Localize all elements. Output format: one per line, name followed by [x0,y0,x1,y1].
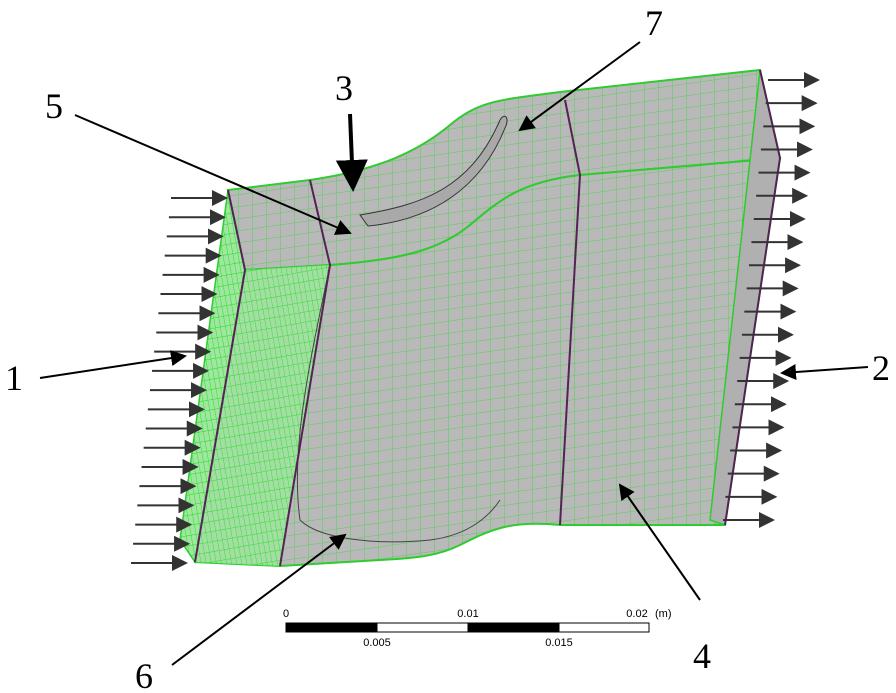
callout-label: 1 [5,358,23,398]
scale-unit: (m) [655,608,672,620]
diagram: 1 2 3 4 5 6 7 0 0.01 0.02 (m) 0.005 0.01… [0,0,896,693]
mesh-geometry [180,70,780,566]
scale-label: 0.02 [626,608,647,620]
callout-label: 6 [135,656,153,693]
scale-label: 0.015 [545,637,573,649]
scale-label: 0.005 [363,637,391,649]
callout-label: 7 [645,3,663,43]
callout-label: 2 [872,348,890,388]
scale-bar: 0 0.01 0.02 (m) 0.005 0.015 [283,608,672,649]
scale-label: 0.01 [457,608,478,620]
callout-label: 5 [45,86,63,126]
callout-label: 3 [335,68,353,108]
scale-label: 0 [283,608,289,620]
callout-label: 4 [693,636,711,676]
